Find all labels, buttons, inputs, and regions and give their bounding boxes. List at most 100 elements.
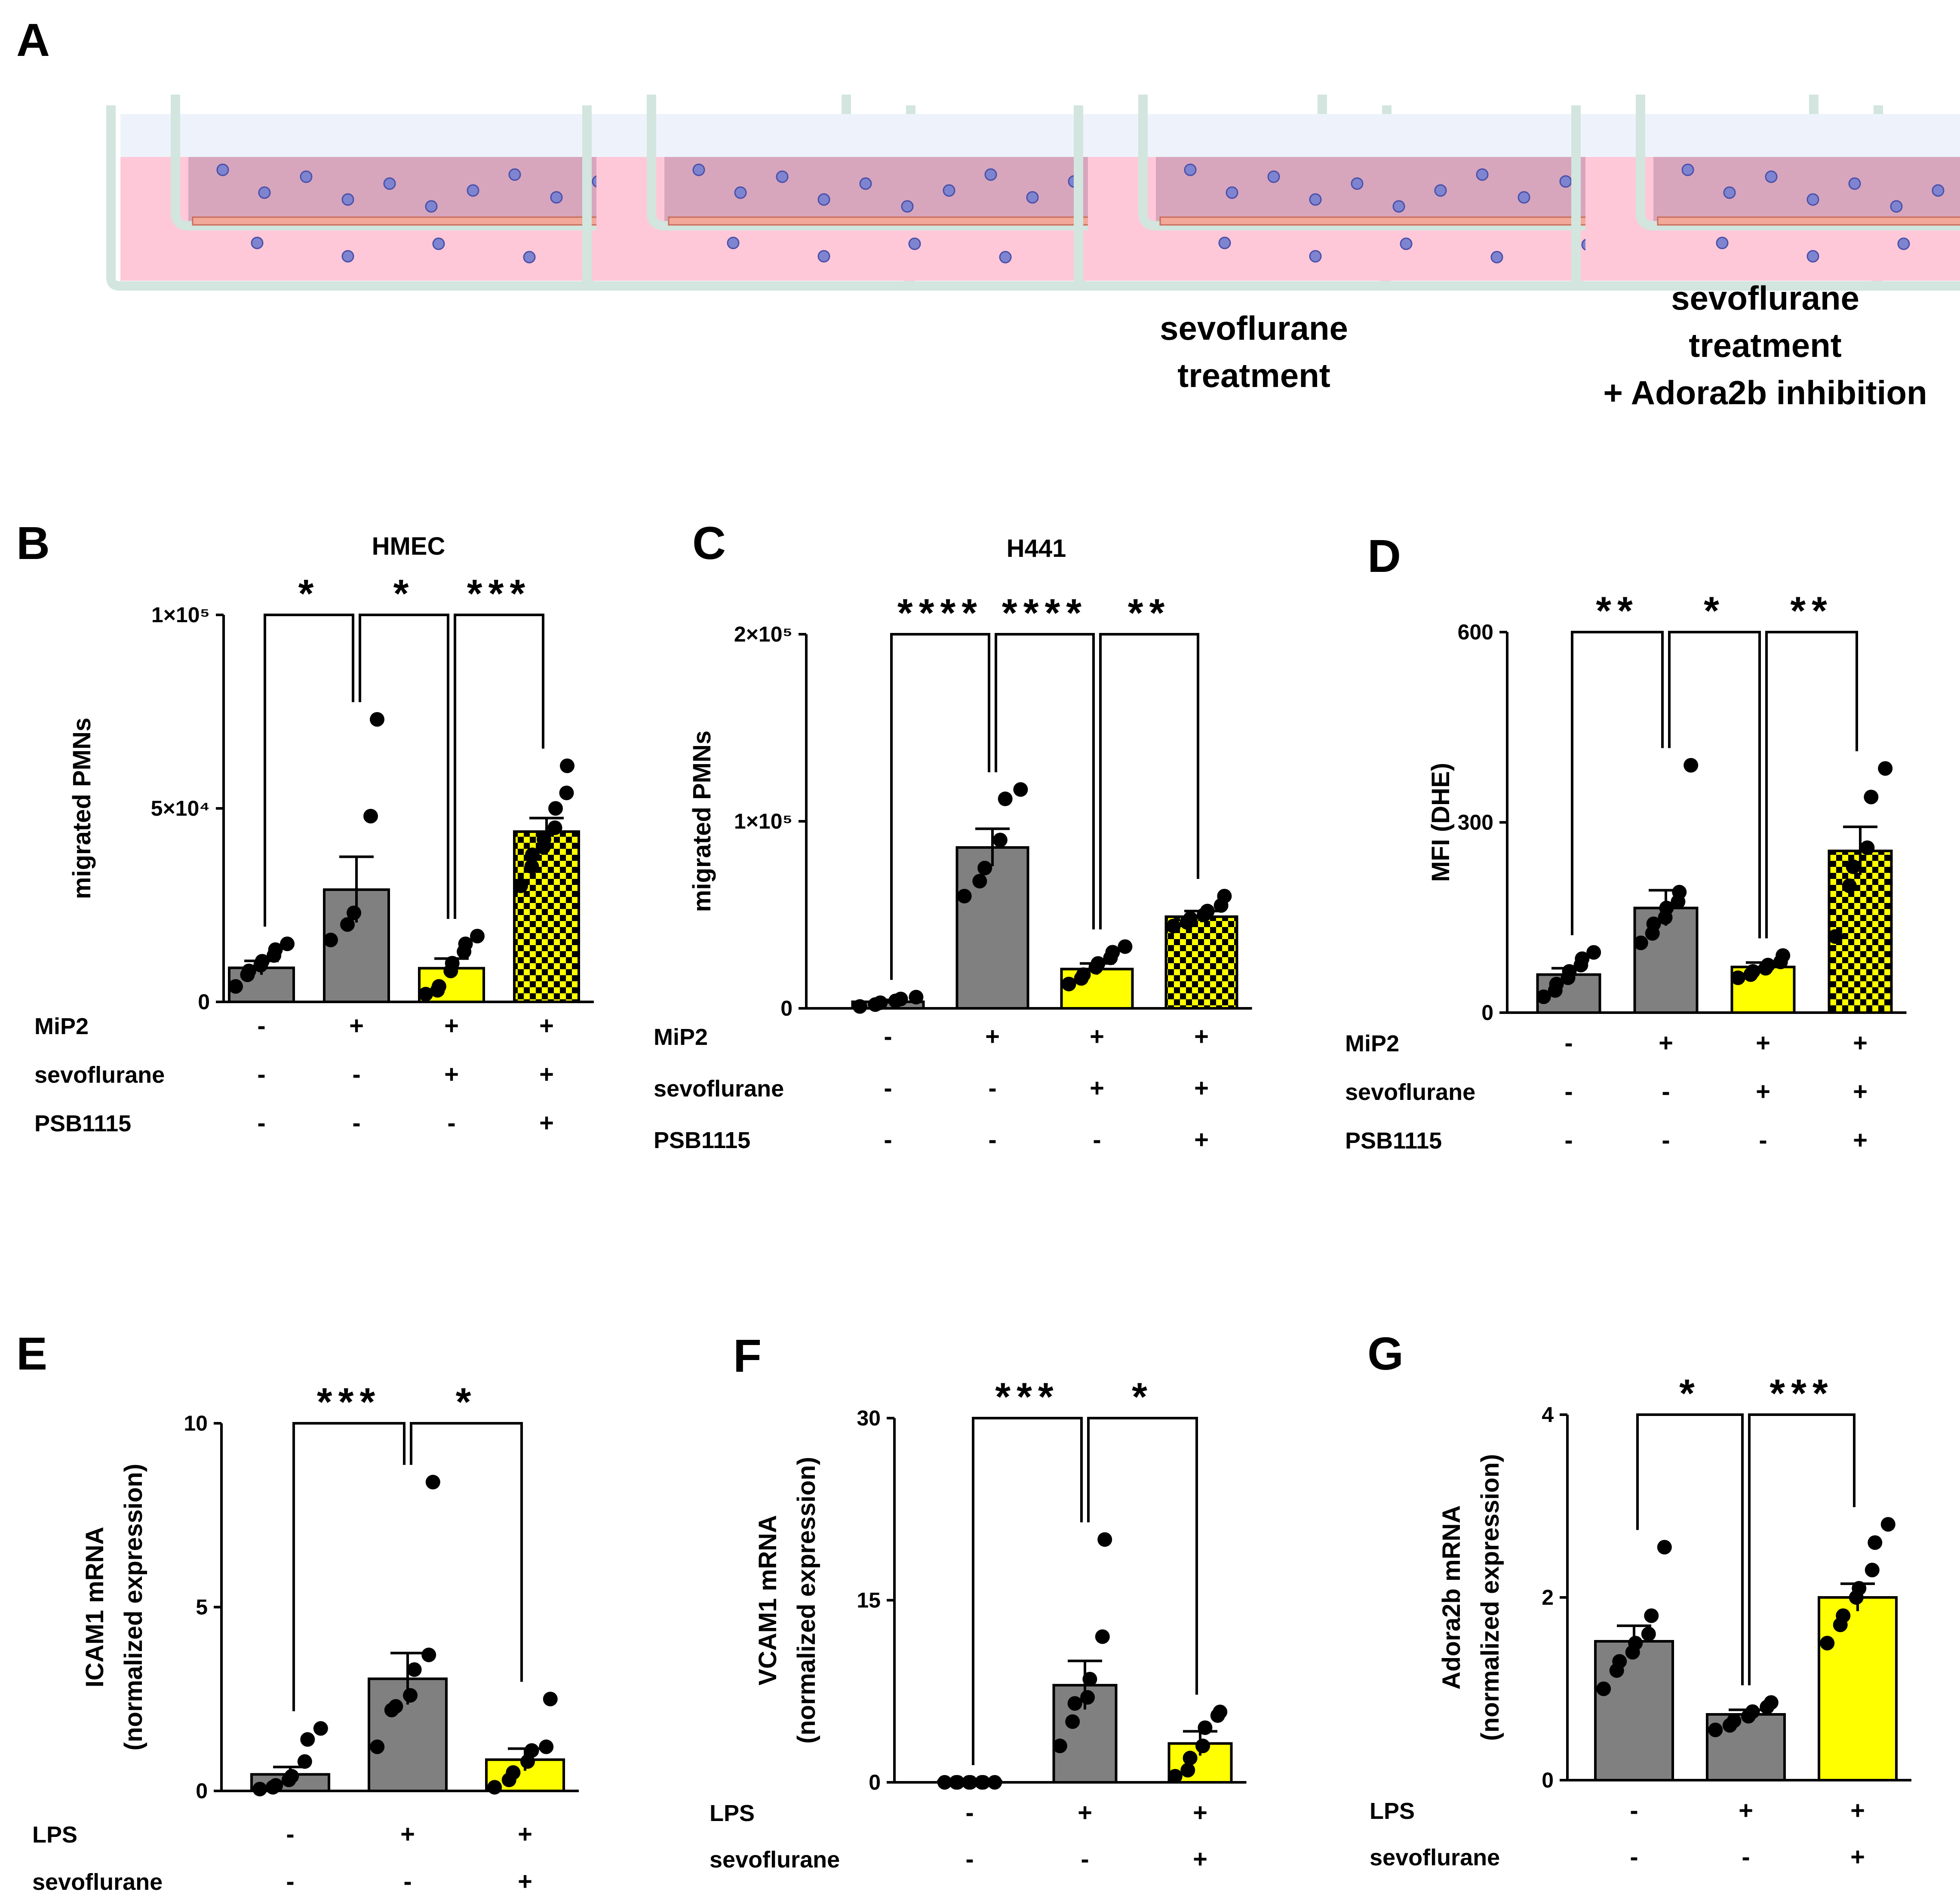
data-point (1776, 948, 1791, 963)
data-point (1052, 1738, 1067, 1754)
neutrophil-icon (550, 191, 563, 204)
bar (1052, 1684, 1118, 1784)
neutrophil-icon (1351, 177, 1364, 190)
condition-sign: + (985, 1023, 1000, 1050)
condition-sign: - (1630, 1843, 1638, 1871)
y-tick-label: 2 (1542, 1585, 1554, 1609)
significance-stars: * (298, 572, 320, 616)
y-tick-label: 15 (857, 1588, 881, 1612)
condition-sign: - (1742, 1843, 1750, 1871)
neutrophil-icon (1184, 163, 1197, 176)
neutrophil-icon (1806, 193, 1819, 206)
data-point (431, 979, 446, 994)
significance-stars: * (393, 572, 415, 616)
panel-g-chart: G Adora2b mRNA (normalized expression) 0 2 4 *… (1367, 1327, 1911, 1871)
data-point (1562, 964, 1577, 979)
condition-sign: + (400, 1820, 415, 1848)
data-point (1198, 1720, 1213, 1735)
condition-sign: - (1564, 1078, 1573, 1106)
y-tick-label: 30 (857, 1406, 881, 1430)
significance-bracket (972, 1417, 1083, 1765)
condition-sign: - (965, 1845, 974, 1873)
condition-label: MiP2 (34, 1013, 89, 1039)
condition-sign: + (1194, 1126, 1209, 1154)
significance-stars: *** (995, 1375, 1059, 1419)
data-point (1166, 918, 1181, 934)
y-tick-label: 1×10⁵ (734, 809, 793, 833)
y-tick-label: 600 (1458, 620, 1493, 644)
data-point (950, 1775, 965, 1790)
data-point (547, 820, 562, 835)
data-point (1868, 1535, 1883, 1550)
panel-label-b: B (16, 517, 50, 569)
data-point (445, 956, 460, 970)
y-axis-label: (normalized expression) (793, 1457, 820, 1744)
significance-stars: * (1132, 1375, 1153, 1419)
condition-label: LPS (32, 1822, 77, 1848)
data-point (524, 1743, 539, 1758)
migrated-neutrophil-icon (1897, 237, 1910, 250)
neutrophil-icon (216, 163, 229, 176)
neutrophil-icon (1226, 186, 1238, 199)
data-point (241, 964, 256, 978)
condition-sign: + (1850, 1843, 1865, 1871)
data-point (1880, 1517, 1895, 1532)
panel-a-schematic: AHBSS+MiP2MiP2sevofluranetreatmentMiP2se… (16, 14, 1960, 412)
significance-stars: * (1704, 589, 1725, 633)
migrated-neutrophil-icon (1400, 237, 1413, 250)
significance-stars: ** (1128, 591, 1171, 635)
data-point (1065, 1714, 1080, 1729)
data-point (1183, 1751, 1198, 1766)
neutrophil-icon (776, 170, 789, 183)
significance-bracket (995, 633, 1095, 930)
significance-bracket (1748, 1413, 1856, 1686)
data-point (1183, 911, 1198, 926)
bar (1818, 1596, 1898, 1781)
data-point (963, 1775, 978, 1790)
y-tick-label: 0 (196, 1779, 208, 1803)
bar (1594, 1640, 1674, 1781)
condition-sign: - (286, 1867, 294, 1895)
neutrophil-icon (859, 177, 872, 190)
neutrophil-icon (1723, 186, 1736, 199)
insert-wall (1636, 95, 1960, 230)
y-tick-label: 0 (1481, 1001, 1493, 1025)
data-point (388, 1699, 403, 1714)
condition-label: PSB1115 (34, 1111, 131, 1136)
data-point (370, 1739, 385, 1754)
data-point (418, 987, 433, 1001)
data-point (1842, 878, 1857, 893)
data-point (347, 906, 361, 920)
data-point (513, 878, 528, 893)
y-tick-label: 0 (869, 1770, 881, 1794)
condition-sign: - (352, 1109, 360, 1137)
migrated-neutrophil-icon (1218, 236, 1231, 249)
neutrophil-icon (1765, 170, 1778, 183)
significance-bracket (890, 633, 990, 980)
data-point (520, 1754, 535, 1769)
data-point (998, 791, 1013, 806)
condition-sign: - (352, 1060, 360, 1088)
data-point (1080, 1690, 1095, 1705)
condition-sign: - (884, 1074, 892, 1102)
data-point (268, 942, 283, 957)
neutrophil-icon (467, 184, 479, 197)
panel-label-f: F (733, 1330, 762, 1382)
data-point (1659, 900, 1674, 915)
significance-bracket (359, 614, 449, 919)
condition-label: LPS (1370, 1798, 1415, 1824)
well-outer-wall (582, 105, 1392, 291)
data-point (1657, 1540, 1672, 1555)
data-point (313, 1721, 328, 1736)
condition-sign: + (1756, 1029, 1770, 1057)
condition-sign: + (539, 1109, 554, 1137)
data-point (537, 832, 551, 847)
condition-sign: - (965, 1799, 974, 1827)
data-point (1820, 1636, 1835, 1651)
condition-sign: + (444, 1012, 459, 1040)
data-point (987, 1775, 1002, 1790)
insert-medium (1653, 157, 1960, 221)
y-tick-label: 0 (198, 990, 210, 1014)
